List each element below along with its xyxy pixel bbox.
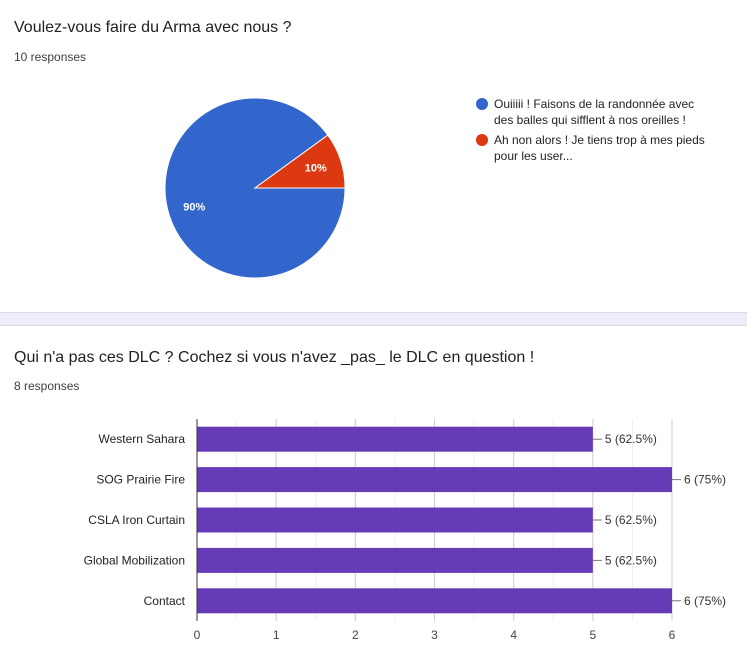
bar-global-mobilization[interactable] <box>197 547 593 573</box>
x-tick-label: 5 <box>589 628 596 642</box>
pie-chart: 90% 10% <box>164 97 346 279</box>
question-card-arma: Voulez-vous faire du Arma avec nous ? 10… <box>0 0 747 312</box>
category-label: Global Mobilization <box>84 553 185 567</box>
x-tick-label: 4 <box>510 628 517 642</box>
bar-data-label: 5 (62.5%) <box>605 553 657 567</box>
legend-swatch <box>476 98 488 110</box>
bar-chart: 0 1 2 3 4 5 6 Western Sahara 5 (62.5%) SOG Prairi… <box>84 419 726 642</box>
card-separator <box>0 312 747 326</box>
pie-legend: Ouiiiii ! Faisons de la randonnée avec d… <box>476 96 716 164</box>
pie-slice-no[interactable] <box>253 134 346 189</box>
x-tick-label: 6 <box>669 628 676 642</box>
legend-item-yes: Ouiiiii ! Faisons de la randonnée avec d… <box>476 96 709 128</box>
question-card-dlc: Qui n'a pas ces DLC ? Cochez si vous n'a… <box>0 326 747 660</box>
response-count: 10 responses <box>14 50 87 64</box>
response-count: 8 responses <box>14 379 80 393</box>
bar-csla-iron-curtain[interactable] <box>197 507 593 533</box>
bar-data-label: 5 (62.5%) <box>605 432 657 446</box>
legend-label: Ouiiiii ! Faisons de la randonnée avec d… <box>494 97 695 127</box>
x-tick-label: 0 <box>194 628 201 642</box>
bar-contact[interactable] <box>197 588 672 614</box>
category-label: Western Sahara <box>99 432 186 446</box>
bar-data-label: 6 (75%) <box>684 594 726 608</box>
bar-data-label: 5 (62.5%) <box>605 513 657 527</box>
x-tick-label: 3 <box>431 628 438 642</box>
x-tick-label: 2 <box>352 628 359 642</box>
bar-data-label: 6 (75%) <box>684 473 726 487</box>
bar-sog-prairie-fire[interactable] <box>197 467 672 493</box>
bar-western-sahara[interactable] <box>197 426 593 452</box>
question-title: Qui n'a pas ces DLC ? Cochez si vous n'a… <box>14 349 535 366</box>
legend-swatch <box>476 134 488 146</box>
category-label: Contact <box>144 594 186 608</box>
x-tick-label: 1 <box>273 628 280 642</box>
legend-item-no: Ah non alors ! Je tiens trop à mes pieds… <box>476 132 709 164</box>
question-title: Voulez-vous faire du Arma avec nous ? <box>14 19 292 36</box>
category-label: SOG Prairie Fire <box>96 473 185 487</box>
legend-label: Ah non alors ! Je tiens trop à mes pieds… <box>494 133 705 163</box>
category-label: CSLA Iron Curtain <box>88 513 185 527</box>
pie-slice-label: 10% <box>305 162 327 174</box>
pie-slice-label: 90% <box>183 202 205 214</box>
